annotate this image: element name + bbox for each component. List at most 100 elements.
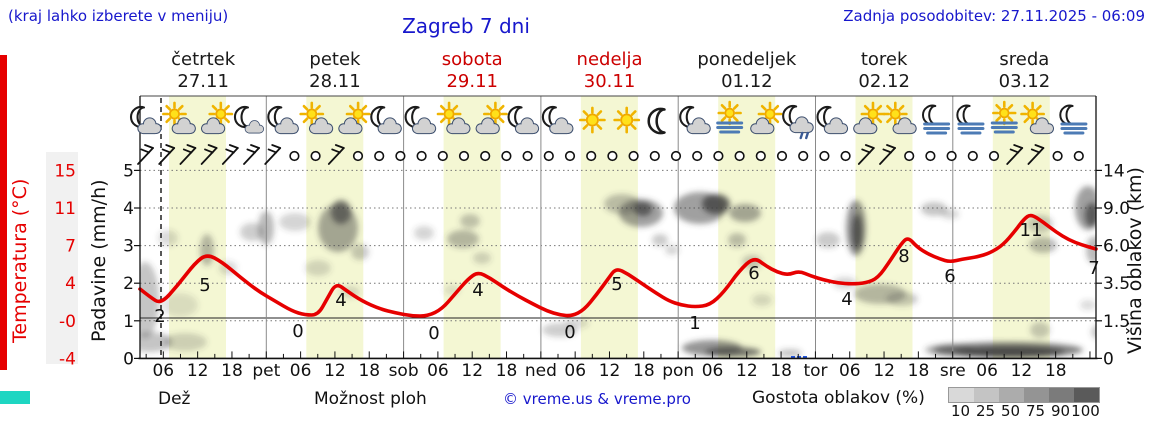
cloud-density-blob: [351, 244, 369, 260]
cloud-tick-label: 6.0: [1103, 237, 1130, 257]
menu-hint: (kraj lahko izberete v meniju): [8, 7, 229, 25]
weather-icon-moon: [647, 107, 666, 135]
temp-tick-label: 4: [65, 274, 76, 294]
density-tick-label: 75: [1025, 402, 1046, 420]
calm-wind-icon: [670, 150, 682, 162]
rain-bar: [791, 356, 795, 359]
weather-icon-sun: [613, 106, 641, 134]
weather-icon-moon-cloud: [370, 105, 402, 135]
weather-icon-sun-fog: [990, 100, 1018, 134]
calm-wind-icon: [480, 150, 491, 162]
cloud-cover-layer: [140, 186, 1096, 358]
cloud-density-blob: [925, 344, 975, 356]
temp-tick-label: -4: [59, 349, 76, 369]
density-scale-cell: [999, 388, 1024, 402]
wind-barb-icon: [857, 144, 875, 165]
hour-tick-label: 12: [461, 361, 483, 381]
rain-bars: [791, 356, 807, 359]
temperature-value-label: 4: [841, 289, 852, 310]
day-separators: [265, 96, 954, 359]
day-abbrev-label: pon: [662, 361, 694, 381]
weather-icon-moon-fog: [922, 104, 951, 135]
day-header-torek: torek 02.12: [858, 49, 910, 92]
daylight-band: [580, 96, 638, 359]
cloud-tick-label: 0: [1103, 349, 1114, 369]
last-update-text: Zadnja posodobitev: 27.11.2025 - 06:09: [843, 7, 1145, 25]
wind-barb-icon: [879, 144, 896, 165]
hour-tick-label: 06: [564, 361, 586, 381]
rain-bar: [797, 356, 801, 359]
hour-tick-label: 18: [358, 361, 380, 381]
weather-icon-moon-cloud: [404, 105, 437, 135]
weather-icon-cloud-sun: [853, 101, 886, 135]
weather-icon-cloud-sun: [750, 101, 783, 135]
temperature-value-label: 6: [748, 263, 759, 284]
temperature-value-label: 0: [292, 321, 303, 342]
weather-icon-cloud-sun: [338, 101, 371, 135]
cloud-density-blob: [140, 332, 172, 352]
cloud-density-blob: [447, 230, 479, 248]
cloud-tick-label: 1.5: [1103, 312, 1130, 332]
temperature-curve: [138, 213, 1098, 318]
density-scale-cell: [1024, 388, 1049, 402]
hour-tick-label: 12: [873, 361, 895, 381]
temperature-value-label: 5: [611, 274, 622, 295]
cloud-density-blob: [1029, 237, 1057, 253]
cloud-density-blob: [816, 232, 840, 248]
showers-legend-label: Možnost ploh: [314, 389, 427, 409]
daylight-band: [718, 96, 776, 359]
calm-wind-icon: [1052, 150, 1063, 162]
cloud-density-blob: [158, 230, 178, 246]
calm-wind-icon: [374, 150, 385, 162]
wind-barb-icon: [327, 144, 345, 165]
hour-tick-label: 18: [633, 361, 655, 381]
cloud-density-blob: [886, 292, 918, 306]
density-scale-cell: [1049, 388, 1074, 402]
calm-wind-icon: [352, 150, 364, 162]
temperature-value-label: 8: [898, 246, 909, 267]
temperature-value-label: 6: [944, 266, 955, 287]
calm-wind-icon: [988, 150, 1000, 162]
day-abbrev-label: tor: [803, 361, 827, 381]
cloud-density-blob: [1030, 322, 1050, 338]
calm-wind-icon: [798, 150, 809, 162]
day-header-sobota: sobota 29.11: [441, 49, 503, 92]
wind-barb-icon: [137, 144, 154, 165]
hour-tick-label: 06: [427, 361, 449, 381]
cloud-density-blob: [200, 234, 214, 266]
weather-icon-moon-fog: [1059, 104, 1088, 135]
rain-legend-label: Dež: [158, 389, 191, 409]
weather-icon-moon-cloud: [541, 105, 574, 135]
calm-wind-icon: [776, 150, 788, 162]
day-header-četrtek: četrtek 27.11: [171, 49, 236, 92]
weather-icon-moon-cloud: [267, 105, 299, 135]
showers-legend-swatch: [0, 391, 30, 404]
calm-wind-icon: [564, 150, 576, 162]
hour-tick-label: 18: [1045, 361, 1067, 381]
hour-tick-label: 06: [290, 361, 312, 381]
cloud-density-blob: [955, 347, 1065, 357]
wind-barb-icon: [179, 144, 197, 165]
weather-icon-moon-cloud: [507, 105, 540, 135]
weather-icon-sun-cloud: [1020, 101, 1054, 135]
calm-wind-icon: [395, 150, 406, 162]
calm-wind-icon: [840, 150, 851, 162]
calm-wind-icon: [967, 150, 978, 162]
cloud-tick-label: 3.5: [1103, 274, 1130, 294]
cloud-density-blob: [941, 209, 959, 219]
density-tick-label: 50: [1000, 402, 1021, 420]
hour-tick-label: 18: [496, 361, 518, 381]
density-scale-cell: [1074, 388, 1099, 402]
cloud-density-blob: [305, 260, 331, 276]
day-abbrev-label: ned: [525, 361, 557, 381]
cloud-density-blob: [852, 214, 862, 250]
temperature-value-label: 2: [154, 306, 165, 327]
wind-barb-icon: [264, 144, 282, 165]
weather-icon-moon-cloud: [679, 105, 711, 135]
cloud-density-blob: [705, 347, 761, 357]
cloud-density-blob: [1091, 325, 1096, 339]
day-header-sreda: sreda 03.12: [998, 49, 1051, 92]
copyright-link[interactable]: © vreme.us & vreme.pro: [503, 390, 691, 408]
